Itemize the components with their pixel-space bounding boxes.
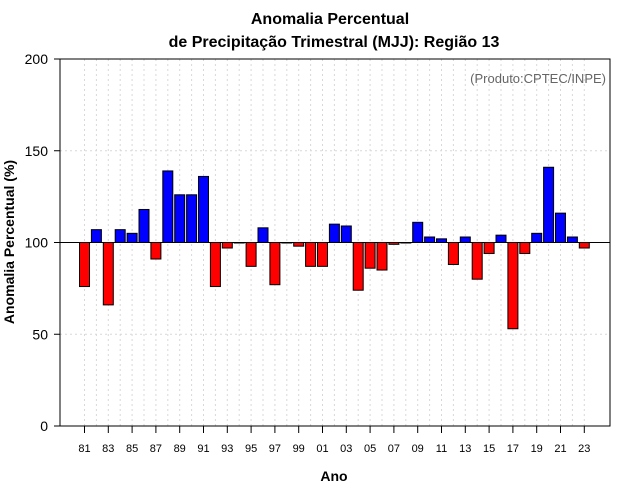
bar-1996: [257, 227, 269, 244]
bar-2005: [364, 242, 376, 269]
x-tick-label: 87: [150, 443, 162, 455]
x-tick-label: 15: [483, 443, 495, 455]
y-tick-label: 100: [25, 235, 49, 251]
bar-1988: [162, 170, 174, 243]
bar-1989: [174, 194, 186, 243]
y-axis-label: Anomalia Percentual (%): [1, 160, 17, 324]
bar-1998: [281, 242, 293, 244]
bar-1993: [221, 242, 233, 249]
bar-2016: [495, 234, 507, 244]
x-tick-label: 11: [436, 443, 447, 455]
x-tick-label: 85: [126, 443, 138, 455]
x-tick-label: 19: [531, 443, 543, 455]
x-tick-label: 07: [388, 443, 400, 455]
bar-2012: [447, 242, 459, 266]
bar-2006: [376, 242, 388, 271]
bar-2007: [388, 242, 400, 245]
bar-2010: [424, 236, 436, 243]
bar-2004: [352, 242, 364, 291]
bar-2013: [459, 236, 471, 243]
bar-1999: [293, 242, 305, 247]
bar-1995: [245, 242, 257, 267]
grid-lines: [60, 58, 610, 427]
bar-2020: [543, 166, 555, 243]
y-axis-ticks: 0 50 100 150 200: [25, 51, 60, 434]
bar-1991: [198, 175, 209, 243]
bar-2022: [566, 236, 578, 243]
x-tick-label: 21: [554, 443, 566, 455]
bar-2001: [317, 242, 328, 267]
x-tick-label: 05: [364, 443, 376, 455]
x-tick-label: 09: [412, 443, 424, 455]
x-tick-label: 93: [221, 443, 233, 455]
bar-2023: [578, 242, 590, 249]
x-tick-label: 23: [578, 443, 590, 455]
bar-1990: [186, 194, 198, 243]
bar-1982: [90, 229, 102, 243]
bar-1986: [138, 208, 150, 243]
x-tick-label: 81: [78, 443, 90, 455]
bar-1985: [126, 232, 138, 243]
source-annotation: (Produto:CPTEC/INPE): [470, 71, 606, 86]
x-tick-label: 01: [316, 443, 328, 455]
x-axis-ticks: 81 83 85 87 89 91 93 95 97 99 01 03 05 07 09 11 13 15 17 19…: [78, 426, 590, 455]
x-tick-label: 89: [174, 443, 186, 455]
bar-1981: [79, 242, 90, 288]
bar-1997: [269, 242, 281, 286]
bar-1983: [102, 242, 114, 306]
x-axis-label: Ano: [320, 468, 347, 484]
bar-2019: [531, 232, 543, 243]
bar-2008: [400, 242, 412, 244]
y-tick-label: 0: [40, 418, 48, 434]
x-tick-label: 03: [340, 443, 352, 455]
chart-subtitle: de Precipitação Trimestral (MJJ): Região…: [169, 34, 500, 51]
bar-2009: [412, 221, 424, 244]
x-tick-label: 83: [102, 443, 114, 455]
bar-2011: [436, 238, 447, 244]
bar-2015: [483, 242, 495, 255]
bar-2003: [340, 225, 352, 243]
y-tick-label: 150: [25, 143, 49, 159]
bar-2000: [305, 242, 317, 267]
bar-1987: [150, 242, 162, 260]
bar-1994: [233, 242, 245, 244]
x-tick-label: 97: [269, 443, 281, 455]
bars: [79, 166, 590, 330]
x-tick-label: 91: [197, 443, 209, 455]
chart-title: Anomalia Percentual: [251, 11, 409, 28]
bar-2021: [555, 212, 566, 243]
bar-2002: [328, 223, 340, 243]
x-tick-label: 95: [245, 443, 257, 455]
bar-2014: [471, 242, 483, 280]
bar-2017: [507, 242, 519, 330]
bar-2018: [519, 242, 531, 255]
bar-1984: [114, 229, 126, 243]
x-tick-label: 17: [507, 443, 519, 455]
y-tick-label: 200: [25, 51, 49, 67]
x-tick-label: 13: [459, 443, 471, 455]
bar-1992: [209, 242, 221, 288]
x-tick-label: 99: [293, 443, 305, 455]
y-tick-label: 50: [32, 326, 48, 342]
